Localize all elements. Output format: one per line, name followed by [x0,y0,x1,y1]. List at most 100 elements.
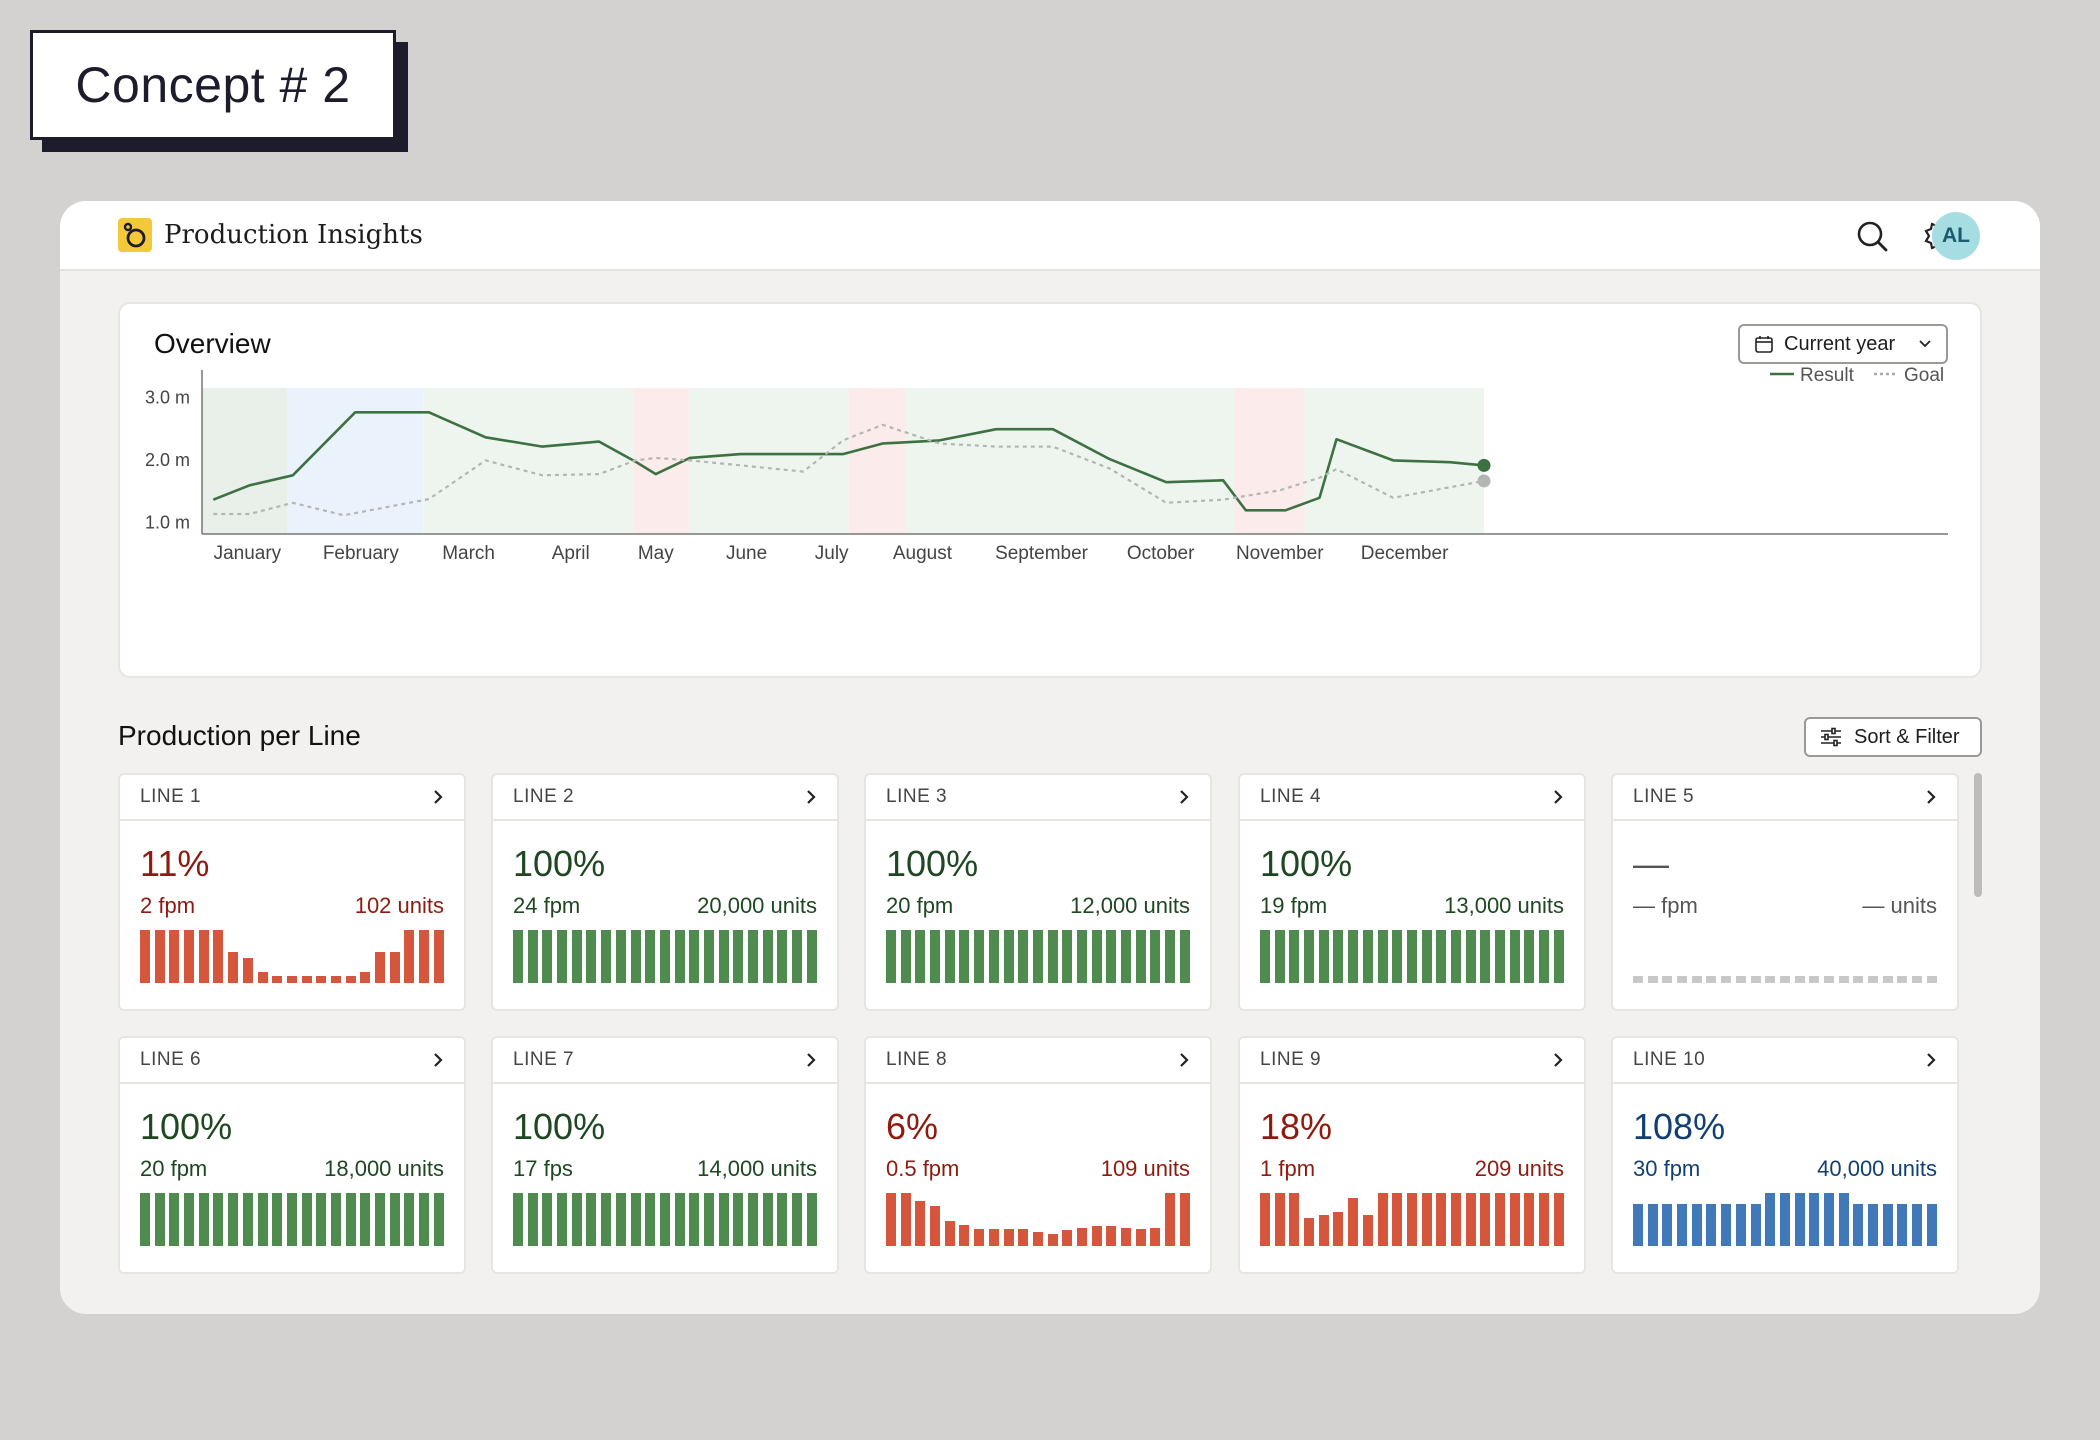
line-bar [777,929,788,983]
line-bar [974,929,985,983]
line-bar [1809,976,1820,983]
line-bar [930,929,941,983]
line-bar [1076,1228,1087,1246]
line-bar [659,1192,670,1246]
line-bar [1348,1198,1359,1246]
line-card[interactable]: LINE 9 18% 1 fpm 209 units [1238,1036,1586,1274]
period-label: Current year [1784,332,1896,355]
chart-band [1234,388,1305,534]
line-name: LINE 2 [513,786,575,807]
line-bar [1721,1204,1732,1246]
chevron-right-icon[interactable] [432,1051,444,1069]
line-card[interactable]: LINE 2 100% 24 fpm 20,000 units [491,773,839,1011]
line-rate: 0.5 fpm [886,1156,960,1181]
line-name: LINE 8 [886,1049,948,1070]
line-bar [974,1229,985,1246]
line-bar [1509,929,1520,983]
chevron-right-icon[interactable] [1178,788,1190,806]
line-card[interactable]: LINE 6 100% 20 fpm 18,000 units [118,1036,466,1274]
line-bar [1450,1192,1461,1246]
line-card[interactable]: LINE 10 108% 30 fpm 40,000 units [1611,1036,1959,1274]
line-bar [1677,976,1688,983]
chevron-right-icon[interactable] [1178,1051,1190,1069]
chart-band [202,388,288,534]
chevron-right-icon[interactable] [805,788,817,806]
app-title: Production Insights [164,220,423,250]
line-card-header: LINE 4 [1240,775,1584,821]
line-bar [1406,1192,1417,1246]
line-bar [1897,1204,1908,1246]
x-tick-label: November [1236,543,1324,564]
line-bar [792,1192,803,1246]
line-bar [1926,976,1937,983]
line-bar [659,929,670,983]
line-bar [1779,976,1790,983]
line-bar [1304,929,1315,983]
chevron-right-icon[interactable] [1552,788,1564,806]
line-bar [718,1192,729,1246]
line-card[interactable]: LINE 8 6% 0.5 fpm 109 units [864,1036,1212,1274]
series-line-result [212,411,1485,512]
line-bar [1809,1192,1820,1246]
line-bar [527,929,538,983]
line-bar [1553,929,1564,983]
line-bar [1912,1204,1923,1246]
user-avatar[interactable]: AL [1932,212,1980,260]
line-bar [1165,1192,1176,1246]
line-card[interactable]: LINE 4 100% 19 fpm 13,000 units [1238,773,1586,1011]
chevron-right-icon[interactable] [1552,1051,1564,1069]
chevron-right-icon[interactable] [432,788,444,806]
chevron-right-icon[interactable] [805,1051,817,1069]
line-bar [930,1205,941,1246]
line-bar [1047,929,1058,983]
period-dropdown[interactable]: Current year [1738,324,1948,364]
line-bar-chart [140,927,444,983]
chevron-right-icon[interactable] [1925,1051,1937,1069]
sort-filter-button[interactable]: Sort & Filter [1804,717,1982,757]
line-bar [1495,929,1505,983]
line-card[interactable]: LINE 7 100% 17 fps 14,000 units [491,1036,839,1274]
line-bar [1003,929,1014,983]
line-bar [1480,929,1491,983]
line-bar [1289,929,1300,983]
line-bar [944,1220,955,1246]
line-bar [762,929,773,983]
line-card[interactable]: LINE 1 11% 2 fpm 102 units [118,773,466,1011]
line-card[interactable]: LINE 5 — — fpm — units [1611,773,1959,1011]
line-bar-chart [513,1190,817,1246]
line-bar [586,1192,597,1246]
chart-band [848,388,906,534]
line-bar [674,1192,685,1246]
line-bar [1765,1192,1776,1246]
line-bar [1165,929,1176,983]
line-bar [1794,976,1805,983]
production-section-title: Production per Line [118,720,361,751]
line-bar [1392,1192,1403,1246]
x-tick-label: February [323,543,400,564]
line-bar [886,929,896,983]
y-tick-label: 1.0 m [145,513,190,533]
line-card-header: LINE 3 [866,775,1210,821]
line-bar [1647,976,1658,983]
line-bar [615,1192,626,1246]
line-bar-chart [140,1190,444,1246]
line-bar [1882,1204,1893,1246]
x-tick-label: October [1127,543,1195,564]
line-bar [542,1192,553,1246]
line-bar [286,1192,297,1246]
line-card[interactable]: LINE 3 100% 20 fpm 12,000 units [864,773,1212,1011]
grid-scrollbar[interactable] [1974,773,1982,897]
line-bar [959,929,970,983]
line-bar [792,929,803,983]
line-bar [389,1192,400,1246]
line-bar [301,976,312,983]
x-tick-label: July [815,543,849,564]
chevron-right-icon[interactable] [1925,788,1937,806]
line-percentage: 100% [1260,843,1353,884]
series-end-point-goal [1477,474,1491,488]
line-card-header: LINE 10 [1613,1038,1957,1084]
search-icon[interactable] [1852,216,1892,256]
line-bar [689,929,700,983]
line-percentage: 100% [140,1106,233,1147]
line-units: — units [1862,893,1937,918]
